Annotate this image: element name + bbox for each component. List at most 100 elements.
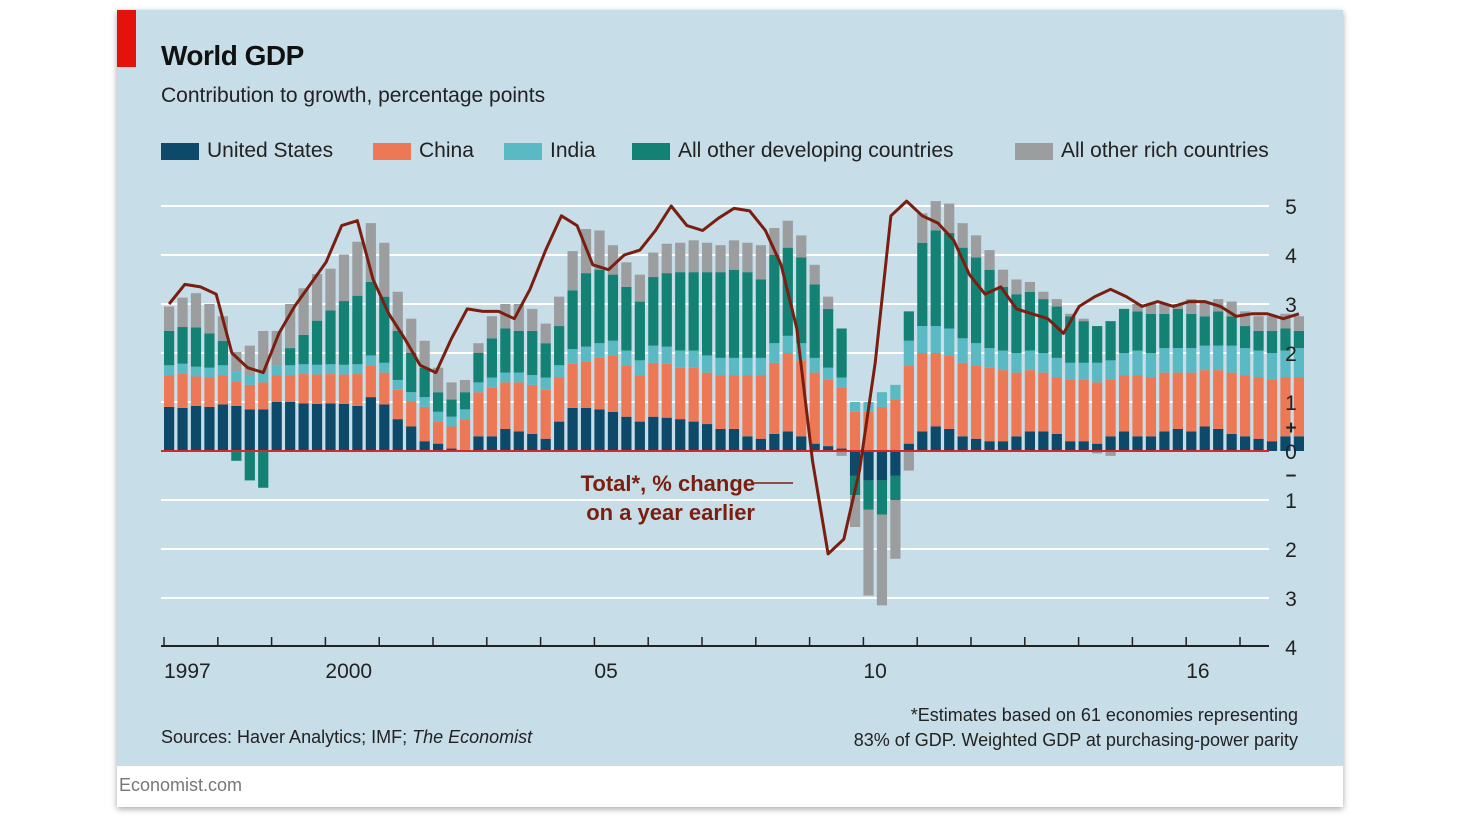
bar-segment: [1199, 426, 1210, 451]
chart-subtitle: Contribution to growth, percentage point…: [161, 84, 546, 107]
bar-segment: [204, 333, 215, 368]
bar-segment: [809, 372, 820, 444]
bar-segment: [957, 338, 968, 363]
bar-segment: [190, 376, 202, 406]
bar-segment: [796, 436, 807, 451]
bar-segment: [823, 308, 834, 368]
bar-segment: [634, 301, 645, 361]
bar-segment: [997, 370, 1009, 442]
bar-segment: [1213, 345, 1224, 371]
legend-item-united-states: United States: [161, 139, 333, 163]
bar-segment: [1172, 348, 1183, 373]
bar-segment: [459, 379, 471, 393]
bar-segment: [338, 403, 350, 451]
bar-segment: [1266, 441, 1278, 451]
bar-segment: [1280, 328, 1291, 351]
bar-segment: [177, 327, 188, 364]
bar-segment: [594, 409, 605, 451]
bar-segment: [392, 419, 403, 451]
bar-segment: [634, 360, 645, 376]
bar-segment: [338, 254, 350, 302]
bar-segment: [1118, 375, 1130, 432]
bar-segment: [621, 350, 632, 366]
bar-segment: [1145, 313, 1157, 353]
bar-segment: [190, 366, 202, 377]
bar-segment: [204, 367, 215, 378]
bar-segment: [742, 375, 753, 437]
bar-segment: [796, 257, 807, 344]
bar-segment: [702, 372, 713, 425]
bar-segment: [258, 330, 269, 373]
bar-segment: [258, 451, 269, 488]
bar-segment: [1253, 316, 1264, 331]
y-tick-label: 3: [1285, 294, 1297, 317]
bar-segment: [244, 409, 255, 451]
bar-segment: [1159, 348, 1170, 373]
bar-segment: [688, 367, 699, 422]
bar-segment: [1293, 348, 1304, 378]
bar-segment: [258, 409, 269, 451]
bar-segment: [702, 355, 713, 373]
bar-segment: [930, 326, 941, 353]
bar-segment: [406, 353, 417, 393]
bar-segment: [164, 330, 175, 366]
bar-segment: [661, 363, 672, 418]
bar-segment: [1213, 428, 1224, 451]
bar-segment: [190, 327, 202, 367]
annotation-line-2: on a year earlier: [586, 500, 755, 525]
bar-segment: [1226, 345, 1237, 373]
bar-segment: [728, 269, 740, 358]
bar-segment: [1280, 313, 1291, 329]
bar-segment: [903, 311, 914, 341]
bar-segment: [406, 318, 417, 353]
x-tick-label: 1997: [164, 660, 211, 683]
bar-segment: [527, 433, 538, 451]
bar-segment: [1132, 311, 1143, 351]
bar-segment: [285, 365, 296, 376]
bar-segment: [607, 340, 619, 356]
bar-segment: [244, 384, 255, 410]
bar-segment: [1118, 431, 1130, 451]
bar-segment: [728, 357, 740, 376]
bar-segment: [1186, 372, 1197, 432]
bar-segment: [1132, 304, 1143, 312]
bar-segment: [688, 350, 699, 368]
bar-segment: [728, 240, 740, 270]
bar-segment: [379, 404, 390, 451]
bar-segment: [473, 392, 484, 437]
bar-segment: [473, 353, 484, 383]
legend-swatch: [373, 142, 411, 160]
bar-segment: [1280, 350, 1291, 378]
bar-segment: [580, 361, 592, 408]
bar-segment: [244, 375, 255, 385]
bar-segment: [984, 367, 995, 442]
total-growth-line: [167, 199, 1300, 556]
bar-segment: [742, 272, 753, 358]
bar-segment: [231, 381, 242, 406]
bar-segment: [661, 417, 672, 451]
bar-segment: [1293, 377, 1304, 437]
bar-segment: [1065, 441, 1076, 451]
bar-segment: [446, 448, 457, 451]
bar-segment: [621, 262, 632, 287]
bar-segment: [379, 372, 390, 405]
bar-segment: [997, 269, 1009, 287]
bar-segment: [1172, 308, 1183, 349]
bar-segment: [1065, 379, 1076, 442]
bar-segment: [204, 377, 215, 407]
bar-segment: [728, 428, 740, 451]
bar-segment: [1293, 436, 1304, 451]
bar-segment: [459, 392, 471, 410]
bar-segment: [634, 274, 645, 302]
bar-segment: [527, 375, 538, 385]
y-tick-label: 5: [1285, 196, 1297, 219]
bar-segment: [715, 245, 726, 273]
bar-segment: [621, 286, 632, 351]
bar-segment: [1145, 377, 1157, 437]
bar-segment: [1240, 348, 1251, 376]
bar-segment: [1159, 431, 1170, 451]
footnote-line-1: *Estimates based on 61 economies represe…: [910, 705, 1298, 725]
bar-segment: [177, 407, 188, 451]
bar-segment: [527, 384, 538, 434]
